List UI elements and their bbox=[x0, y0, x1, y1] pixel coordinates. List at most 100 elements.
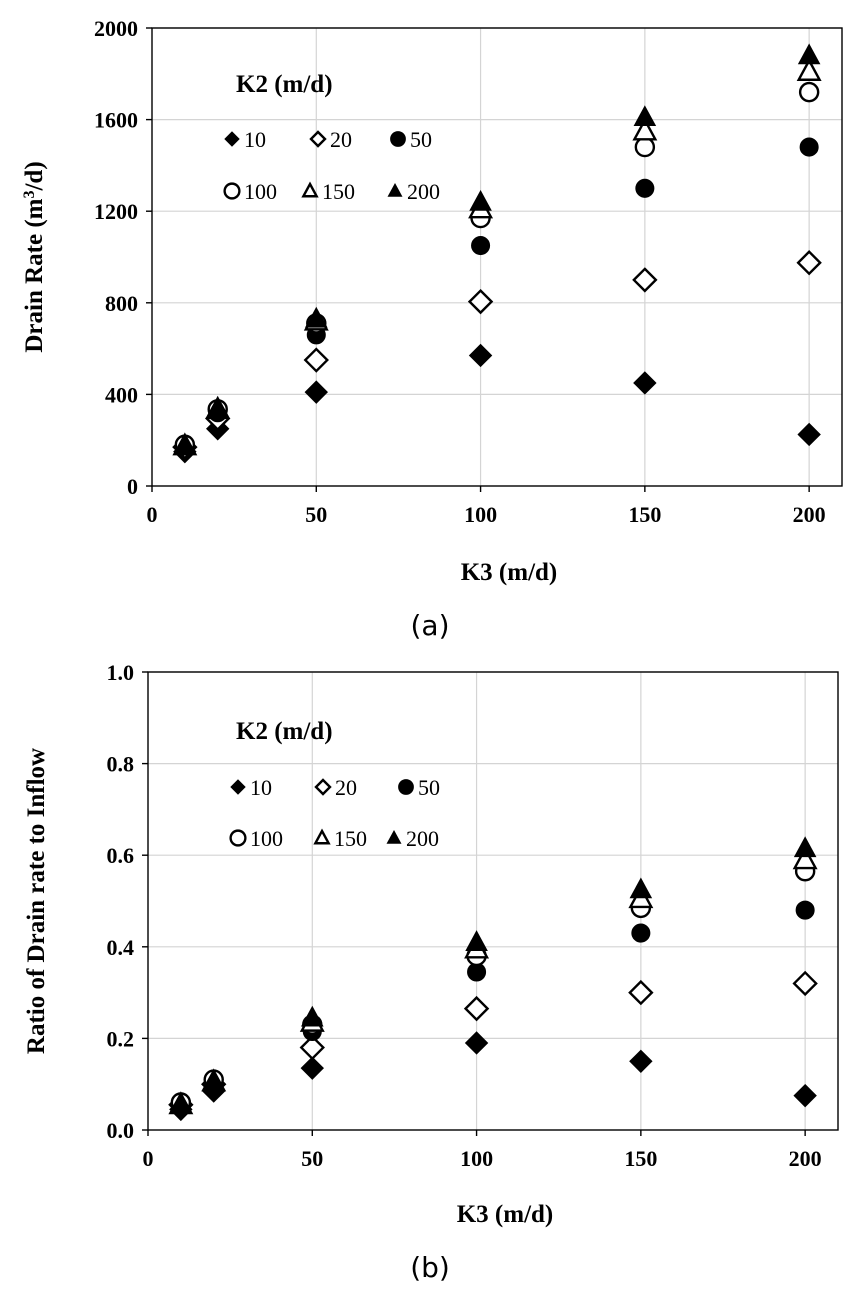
legend-label-20: 20 bbox=[335, 775, 357, 800]
y-tick-label: 2000 bbox=[94, 16, 138, 41]
series-200 bbox=[169, 836, 817, 1114]
data-point bbox=[629, 1049, 653, 1074]
x-tick-label: 100 bbox=[464, 502, 497, 527]
data-point bbox=[299, 1034, 325, 1061]
data-point bbox=[629, 877, 653, 899]
series-150 bbox=[168, 846, 818, 1115]
legend-marker-150 bbox=[313, 828, 331, 845]
legend-label-100: 100 bbox=[250, 826, 283, 851]
legend-marker-100 bbox=[223, 182, 241, 200]
data-point bbox=[632, 117, 658, 141]
data-point bbox=[304, 380, 328, 404]
data-point bbox=[467, 288, 494, 315]
y-tick-label: 0.2 bbox=[107, 1026, 135, 1051]
data-point bbox=[796, 250, 822, 276]
data-point bbox=[471, 236, 491, 256]
data-point bbox=[469, 189, 492, 211]
legend-label-150: 150 bbox=[334, 826, 367, 851]
data-point bbox=[206, 398, 230, 420]
series-200 bbox=[173, 43, 821, 455]
x-tick-label: 150 bbox=[628, 502, 661, 527]
y-tick-label: 800 bbox=[105, 291, 138, 316]
data-point bbox=[797, 43, 821, 65]
y-tick-label: 1.0 bbox=[107, 660, 135, 685]
data-point bbox=[628, 979, 654, 1006]
series-100 bbox=[174, 81, 820, 456]
y-tick-label: 1200 bbox=[94, 199, 138, 224]
series-10 bbox=[169, 1031, 817, 1122]
x-tick-label: 0 bbox=[147, 502, 158, 527]
legend-marker-100 bbox=[229, 829, 247, 847]
data-point bbox=[799, 137, 819, 157]
y-tick-label: 0 bbox=[127, 474, 138, 499]
legend-label-200: 200 bbox=[407, 179, 440, 204]
x-axis-title: K3 (m/d) bbox=[457, 1201, 554, 1228]
legend-label-200: 200 bbox=[406, 826, 439, 851]
data-point bbox=[468, 343, 493, 368]
y-tick-label: 0.4 bbox=[107, 935, 135, 960]
x-tick-label: 200 bbox=[793, 502, 826, 527]
series-20 bbox=[172, 250, 822, 460]
plot-frame bbox=[147, 671, 839, 1131]
series-100 bbox=[170, 861, 816, 1113]
legend-marker-200 bbox=[387, 182, 403, 197]
series-50 bbox=[171, 900, 815, 1115]
plot-frame bbox=[151, 27, 843, 487]
legend-label-100: 100 bbox=[244, 179, 277, 204]
data-point bbox=[796, 57, 822, 81]
data-point bbox=[793, 836, 817, 858]
data-point bbox=[795, 900, 815, 920]
data-point bbox=[304, 306, 328, 328]
legend-label-20: 20 bbox=[330, 127, 352, 152]
legend-marker-20 bbox=[309, 130, 327, 148]
legend-label-150: 150 bbox=[322, 179, 355, 204]
data-point bbox=[300, 1056, 324, 1080]
y-axis-title-end: /d) bbox=[21, 161, 48, 191]
y-axis-title: Drain Rate (m3/d) bbox=[21, 161, 49, 352]
figure-caption: (b) bbox=[410, 1251, 450, 1284]
y-axis-title-superscript: 3 bbox=[21, 191, 38, 199]
y-axis-title-main: Drain Rate (m bbox=[21, 198, 48, 352]
data-point bbox=[792, 970, 818, 997]
data-point bbox=[303, 347, 329, 373]
data-point bbox=[793, 1083, 817, 1108]
data-point bbox=[632, 267, 658, 293]
y-tick-label: 1600 bbox=[94, 108, 138, 133]
series-10 bbox=[173, 343, 821, 464]
data-point bbox=[792, 846, 818, 870]
legend-marker-200 bbox=[386, 829, 402, 844]
x-axis-title: K3 (m/d) bbox=[461, 559, 558, 586]
y-tick-label: 0.6 bbox=[107, 843, 135, 868]
y-tick-label: 0.8 bbox=[107, 752, 135, 777]
data-point bbox=[463, 995, 490, 1022]
legend-marker-20 bbox=[314, 778, 332, 796]
data-point bbox=[797, 422, 821, 447]
y-axis-title-main: Ratio of Drain rate to Inflow bbox=[23, 748, 50, 1054]
legend-marker-150 bbox=[301, 181, 319, 198]
legend-label-10: 10 bbox=[250, 775, 272, 800]
y-tick-label: 0.0 bbox=[107, 1118, 135, 1143]
data-point bbox=[202, 1069, 226, 1091]
data-point bbox=[798, 81, 820, 103]
data-point bbox=[300, 1005, 324, 1027]
data-point bbox=[631, 923, 651, 943]
data-point bbox=[464, 1031, 489, 1055]
data-point bbox=[634, 136, 656, 158]
x-tick-label: 50 bbox=[301, 1146, 323, 1171]
data-point bbox=[635, 178, 655, 198]
x-tick-label: 100 bbox=[460, 1146, 493, 1171]
chart-b: 0 50 100 150 200 0.0 0.2 0.4 0.6 0.8 1.0 K3 (m/d) Ra… bbox=[23, 660, 839, 1284]
legend-label-50: 50 bbox=[418, 775, 440, 800]
x-tick-label: 0 bbox=[143, 1146, 154, 1171]
y-tick-label: 400 bbox=[105, 382, 138, 407]
series-20 bbox=[168, 970, 818, 1118]
figure-caption: (a) bbox=[410, 609, 449, 642]
legend-marker-50 bbox=[390, 131, 406, 147]
legend-marker-50 bbox=[398, 779, 414, 795]
legend-title: K2 (m/d) bbox=[236, 718, 333, 745]
legend-marker-10 bbox=[230, 779, 246, 795]
legend-label-50: 50 bbox=[410, 127, 432, 152]
legend-marker-10 bbox=[224, 131, 240, 147]
